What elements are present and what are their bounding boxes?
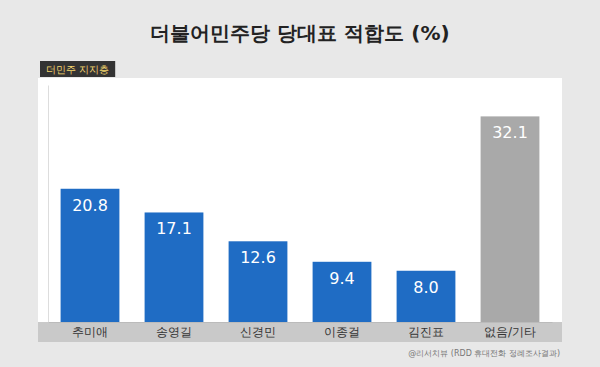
tick: 추미애	[72, 325, 108, 339]
data-label: 32.1	[492, 123, 528, 142]
tick: 송영길	[156, 325, 192, 339]
source-note: @리서치뷰 (RDD 휴대전화 정례조사결과)	[408, 349, 560, 358]
x-axis-line	[49, 322, 553, 323]
tick-label: 신경민	[240, 325, 276, 339]
chart: 더불어민주당 당대표 적합도 (%) 더민주 지지층 20.8 17.1 12.6 9.4…	[0, 0, 600, 367]
bar	[481, 116, 540, 322]
bar	[229, 241, 288, 322]
data-label: 9.4	[329, 269, 354, 288]
x-axis: 추미애 송영길 신경민 이종걸 김진표 없음/기타	[49, 323, 553, 339]
bar	[61, 189, 120, 322]
title: 더불어민주당 당대표 적합도 (%)	[150, 21, 449, 45]
tick-label: 추미애	[72, 325, 108, 339]
tick: 신경민	[240, 325, 276, 339]
y-axis	[48, 86, 49, 323]
data-label: 20.8	[72, 196, 108, 215]
data-label: 12.6	[240, 248, 276, 267]
bars	[61, 116, 540, 322]
bar	[313, 262, 372, 322]
bar	[145, 212, 204, 322]
y-axis-line	[48, 86, 49, 323]
tick: 이종걸	[324, 325, 360, 339]
subtitle-badge: 더민주 지지층	[40, 61, 115, 77]
tick-label: 없음/기타	[484, 325, 536, 339]
tick: 없음/기타	[484, 325, 536, 339]
tick-label: 송영길	[156, 325, 192, 339]
data-label: 8.0	[413, 278, 438, 297]
tick: 김진표	[408, 325, 444, 339]
background	[0, 0, 600, 367]
tick-label: 이종걸	[324, 325, 360, 339]
tick-label: 김진표	[408, 325, 444, 339]
annotations: @리서치뷰 (RDD 휴대전화 정례조사결과)	[408, 349, 560, 358]
data-labels: 20.8 17.1 12.6 9.4 8.0 32.1	[72, 123, 528, 296]
category-strip	[38, 322, 562, 342]
data-label: 17.1	[156, 219, 192, 238]
plot-panel	[38, 78, 562, 342]
subtitle-box	[40, 61, 115, 77]
bar	[397, 271, 456, 322]
subtitle: 더민주 지지층	[46, 64, 109, 75]
